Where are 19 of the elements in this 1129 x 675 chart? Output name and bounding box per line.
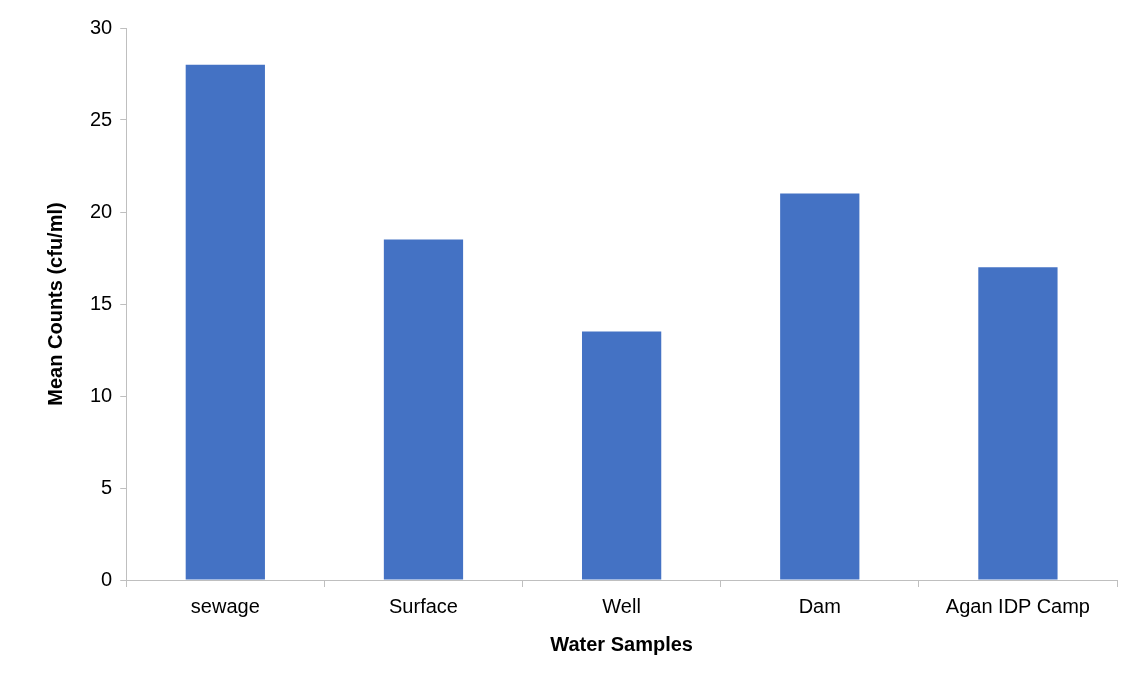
x-tick-label: Surface	[389, 594, 458, 617]
bar	[383, 239, 464, 580]
x-tick-label: Dam	[798, 594, 841, 617]
bar	[780, 193, 860, 580]
y-tick-label: 5	[101, 475, 113, 498]
bar	[581, 331, 662, 580]
bar	[185, 64, 265, 580]
bar	[978, 267, 1058, 580]
x-axis-title: Water Samples	[550, 632, 693, 655]
y-tick-label: 10	[90, 383, 113, 406]
x-tick-label: Well	[602, 594, 641, 617]
y-tick-label: 15	[90, 291, 113, 314]
y-tick-label: 30	[90, 15, 113, 38]
x-tick-label: Agan IDP Camp	[945, 594, 1090, 617]
y-tick-label: 25	[90, 107, 113, 130]
y-tick-label: 0	[101, 567, 113, 590]
x-tick-label: sewage	[190, 594, 260, 617]
y-tick-label: 20	[90, 199, 113, 222]
y-axis-title: Mean Counts (cfu/ml)	[43, 202, 66, 406]
